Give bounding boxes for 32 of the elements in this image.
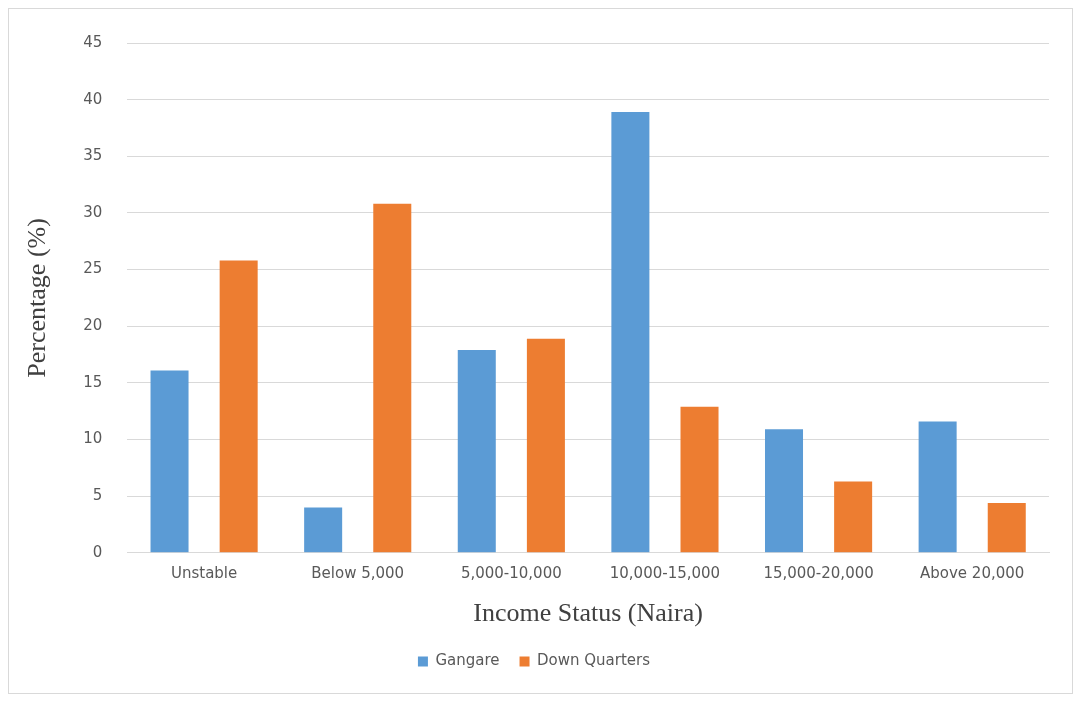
bar [680, 406, 719, 553]
x-tick-label: 15,000-20,000 [763, 563, 874, 582]
y-tick-label: 25 [83, 259, 103, 278]
y-tick-label: 20 [83, 316, 103, 335]
bar [150, 370, 189, 553]
y-tick-label: 35 [83, 146, 103, 165]
bar [526, 338, 565, 553]
y-tick-label: 5 [92, 486, 103, 505]
y-tick-label: 30 [83, 202, 103, 221]
x-tick-label: Unstable [170, 563, 238, 582]
y-tick-label: 45 [83, 32, 103, 51]
bar [611, 112, 650, 553]
bar [457, 350, 496, 553]
legend-label: Gangare [435, 651, 500, 670]
bar [373, 203, 412, 553]
x-tick-label: 5,000-10,000 [460, 563, 562, 582]
x-axis-title: Income Status (Naira) [473, 598, 703, 628]
bar [765, 429, 804, 553]
bar [219, 260, 258, 553]
x-tick-label: 10,000-15,000 [609, 563, 721, 582]
bar [987, 502, 1026, 553]
y-axis-title: Percentage (%) [22, 218, 52, 378]
legend-label: Down Quarters [537, 651, 651, 670]
bar [918, 421, 957, 553]
bar [304, 507, 343, 553]
y-tick-label: 15 [83, 372, 103, 391]
y-tick-label: 40 [83, 89, 103, 108]
bar [834, 481, 873, 553]
y-tick-label: 10 [83, 429, 103, 448]
x-tick-label: Above 20,000 [920, 563, 1025, 582]
x-tick-label: Below 5,000 [311, 563, 405, 582]
y-tick-label: 0 [92, 542, 103, 561]
